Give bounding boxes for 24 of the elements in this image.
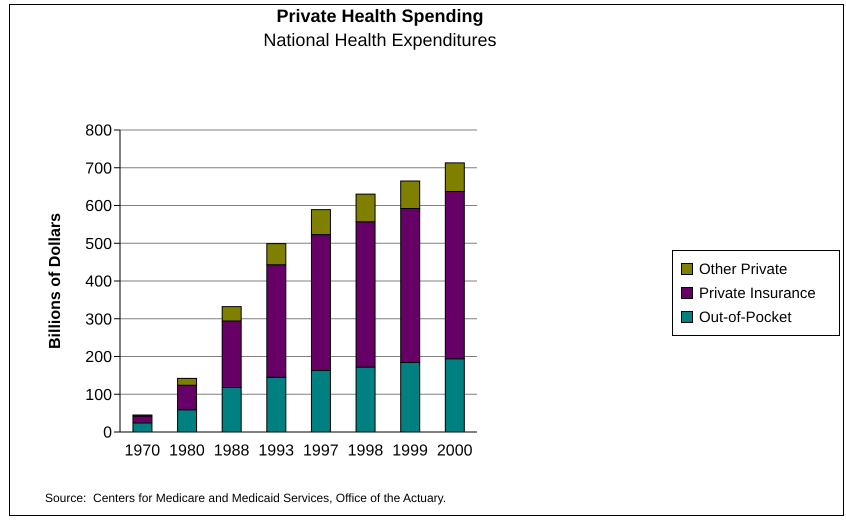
chart-title: Private Health Spending [275, 6, 485, 27]
y-tick-label: 800 [85, 122, 112, 140]
y-tick-label: 600 [85, 198, 112, 216]
x-tick-label: 1988 [214, 442, 250, 460]
x-tick-label: 1998 [348, 442, 384, 460]
legend-label: Other Private [699, 260, 788, 278]
y-tick-label: 700 [85, 160, 112, 178]
x-tick-label: 1980 [169, 442, 205, 460]
x-tick-label: 1993 [258, 442, 294, 460]
y-tick-label: 0 [103, 424, 112, 442]
chart-subtitle: National Health Expenditures [262, 30, 498, 51]
y-tick-label: 100 [85, 386, 112, 404]
y-axis-title: Billions of Dollars [47, 212, 64, 350]
source-note: Source: Centers for Medicare and Medicaid Services, Office of the Actuary. [45, 491, 446, 505]
y-tick-label: 400 [85, 274, 112, 291]
legend-label: Out-of-Pocket [699, 308, 792, 326]
x-tick-label: 1970 [124, 442, 160, 460]
x-tick-label: 1997 [303, 442, 339, 460]
legend-label: Private Insurance [699, 284, 816, 302]
x-tick-label: 1999 [392, 442, 428, 460]
y-tick-label: 500 [85, 236, 112, 253]
y-tick-label: 200 [85, 349, 112, 366]
y-tick-label: 300 [85, 311, 112, 328]
x-tick-label: 2000 [436, 442, 473, 460]
